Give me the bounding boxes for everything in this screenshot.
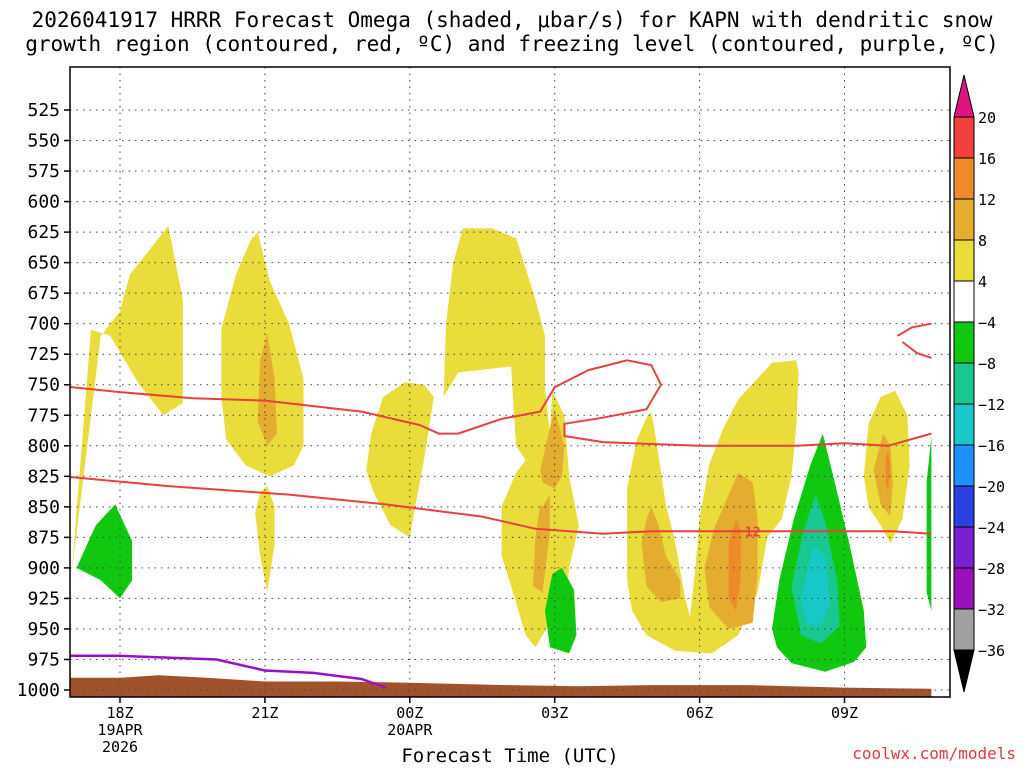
x-tick-label-21Z: 21Z (251, 704, 278, 722)
omega-region-20 (926, 436, 932, 611)
dgz-contour-1 (70, 359, 932, 447)
x-tick-label-09Z: 09Z (831, 704, 858, 722)
y-tick-label-925: 925 (27, 588, 60, 609)
omega-region-4 (366, 382, 434, 538)
x-tick-label-00Z: 00Z (396, 704, 423, 722)
omega-region-17 (76, 504, 133, 599)
omega-region-9 (257, 333, 277, 446)
colorbar-swatch-8 (953, 403, 975, 446)
y-tick-label-525: 525 (27, 100, 60, 121)
x-tick-date-18Z: 19APR (97, 721, 143, 739)
colorbar-label-12: −28 (978, 560, 1005, 578)
x-tick-year-18Z: 2026 (102, 738, 138, 756)
colorbar-label-8: −12 (978, 396, 1005, 414)
y-tick-label-600: 600 (27, 192, 60, 213)
y-tick-label-700: 700 (27, 314, 60, 335)
x-tick-label-18Z: 18Z (106, 704, 133, 722)
colorbar-label-13: −32 (978, 601, 1005, 619)
contour-lines: 12 (70, 322, 932, 689)
y-tick-label-775: 775 (27, 405, 60, 426)
colorbar-label-6: −4 (978, 314, 996, 332)
colorbar-swatch-5 (953, 280, 975, 323)
y-tick-label-725: 725 (27, 344, 60, 365)
y-tick-label-675: 675 (27, 283, 60, 304)
freezing-level-line (70, 654, 387, 689)
y-axis: 525 550 575 600 625 650 675 700 725 750 775 800 825 8… (17, 100, 70, 701)
colorbar-swatch-10 (953, 485, 975, 528)
colorbar-swatch-2 (953, 157, 975, 200)
colorbar-label-10: −20 (978, 478, 1005, 496)
omega-region-1 (71, 226, 183, 573)
chart-title-line-2: growth region (contoured, red, ºC) and f… (25, 32, 999, 56)
colorbar-label-3: 12 (978, 191, 996, 209)
omega-region-15 (728, 519, 741, 611)
y-tick-label-950: 950 (27, 619, 60, 640)
x-tick-label-06Z: 06Z (686, 704, 713, 722)
colorbar-label-7: −8 (978, 355, 996, 373)
grid (70, 67, 950, 697)
colorbar-swatch-13 (953, 608, 975, 651)
y-tick-label-550: 550 (27, 131, 60, 152)
y-tick-label-900: 900 (27, 558, 60, 579)
x-tick-label-03Z: 03Z (541, 704, 568, 722)
omega-region-22 (801, 545, 830, 627)
contour-label-1: 12 (745, 525, 761, 540)
omega-region-3 (255, 486, 275, 593)
colorbar-swatch-1 (953, 116, 975, 159)
terrain-area (70, 675, 932, 697)
y-tick-label-650: 650 (27, 253, 60, 274)
colorbar-label-14: −36 (978, 642, 1005, 660)
colorbar-label-4: 8 (978, 232, 987, 250)
y-tick-label-575: 575 (27, 161, 60, 182)
omega-region-16 (885, 449, 891, 493)
colorbar: 20 16 12 8 4 −4 −8 −12 −16 −20 −24 −28 −32 −36 (953, 74, 1005, 693)
colorbar-swatch-7 (953, 362, 975, 405)
colorbar-label-1: 20 (978, 109, 996, 127)
y-tick-label-850: 850 (27, 497, 60, 518)
colorbar-swatch-12 (953, 567, 975, 610)
dgz-contour-4 (901, 341, 932, 359)
colorbar-bottom-arrow (953, 649, 975, 693)
y-tick-label-825: 825 (27, 466, 60, 487)
credit-link[interactable]: coolwx.com/models (852, 744, 1016, 763)
colorbar-label-9: −16 (978, 437, 1005, 455)
y-tick-label-800: 800 (27, 436, 60, 457)
colorbar-top-arrow (953, 74, 975, 118)
y-tick-label-750: 750 (27, 375, 60, 396)
y-tick-label-1000: 1000 (17, 680, 60, 701)
x-tick-date-00Z: 20APR (387, 721, 433, 739)
colorbar-label-5: 4 (978, 273, 987, 291)
dgz-contour-3 (897, 322, 932, 337)
colorbar-swatch-6 (953, 321, 975, 364)
chart-title-line-1: 2026041917 HRRR Forecast Omega (shaded, … (31, 8, 993, 32)
colorbar-label-11: −24 (978, 519, 1005, 537)
y-tick-label-875: 875 (27, 527, 60, 548)
colorbar-swatch-4 (953, 239, 975, 282)
omega-region-11 (540, 409, 565, 489)
colorbar-swatch-9 (953, 444, 975, 487)
omega-region-18 (545, 567, 577, 654)
omega-region-5 (443, 228, 550, 461)
x-axis-label: Forecast Time (UTC) (401, 745, 619, 767)
colorbar-swatch-11 (953, 526, 975, 569)
colorbar-swatch-3 (953, 198, 975, 241)
colorbar-label-2: 16 (978, 150, 996, 168)
plot-frame (69, 66, 951, 698)
dgz-contour-2 (70, 476, 932, 535)
omega-region-10 (533, 494, 550, 593)
y-tick-label-975: 975 (27, 649, 60, 670)
y-tick-label-625: 625 (27, 222, 60, 243)
